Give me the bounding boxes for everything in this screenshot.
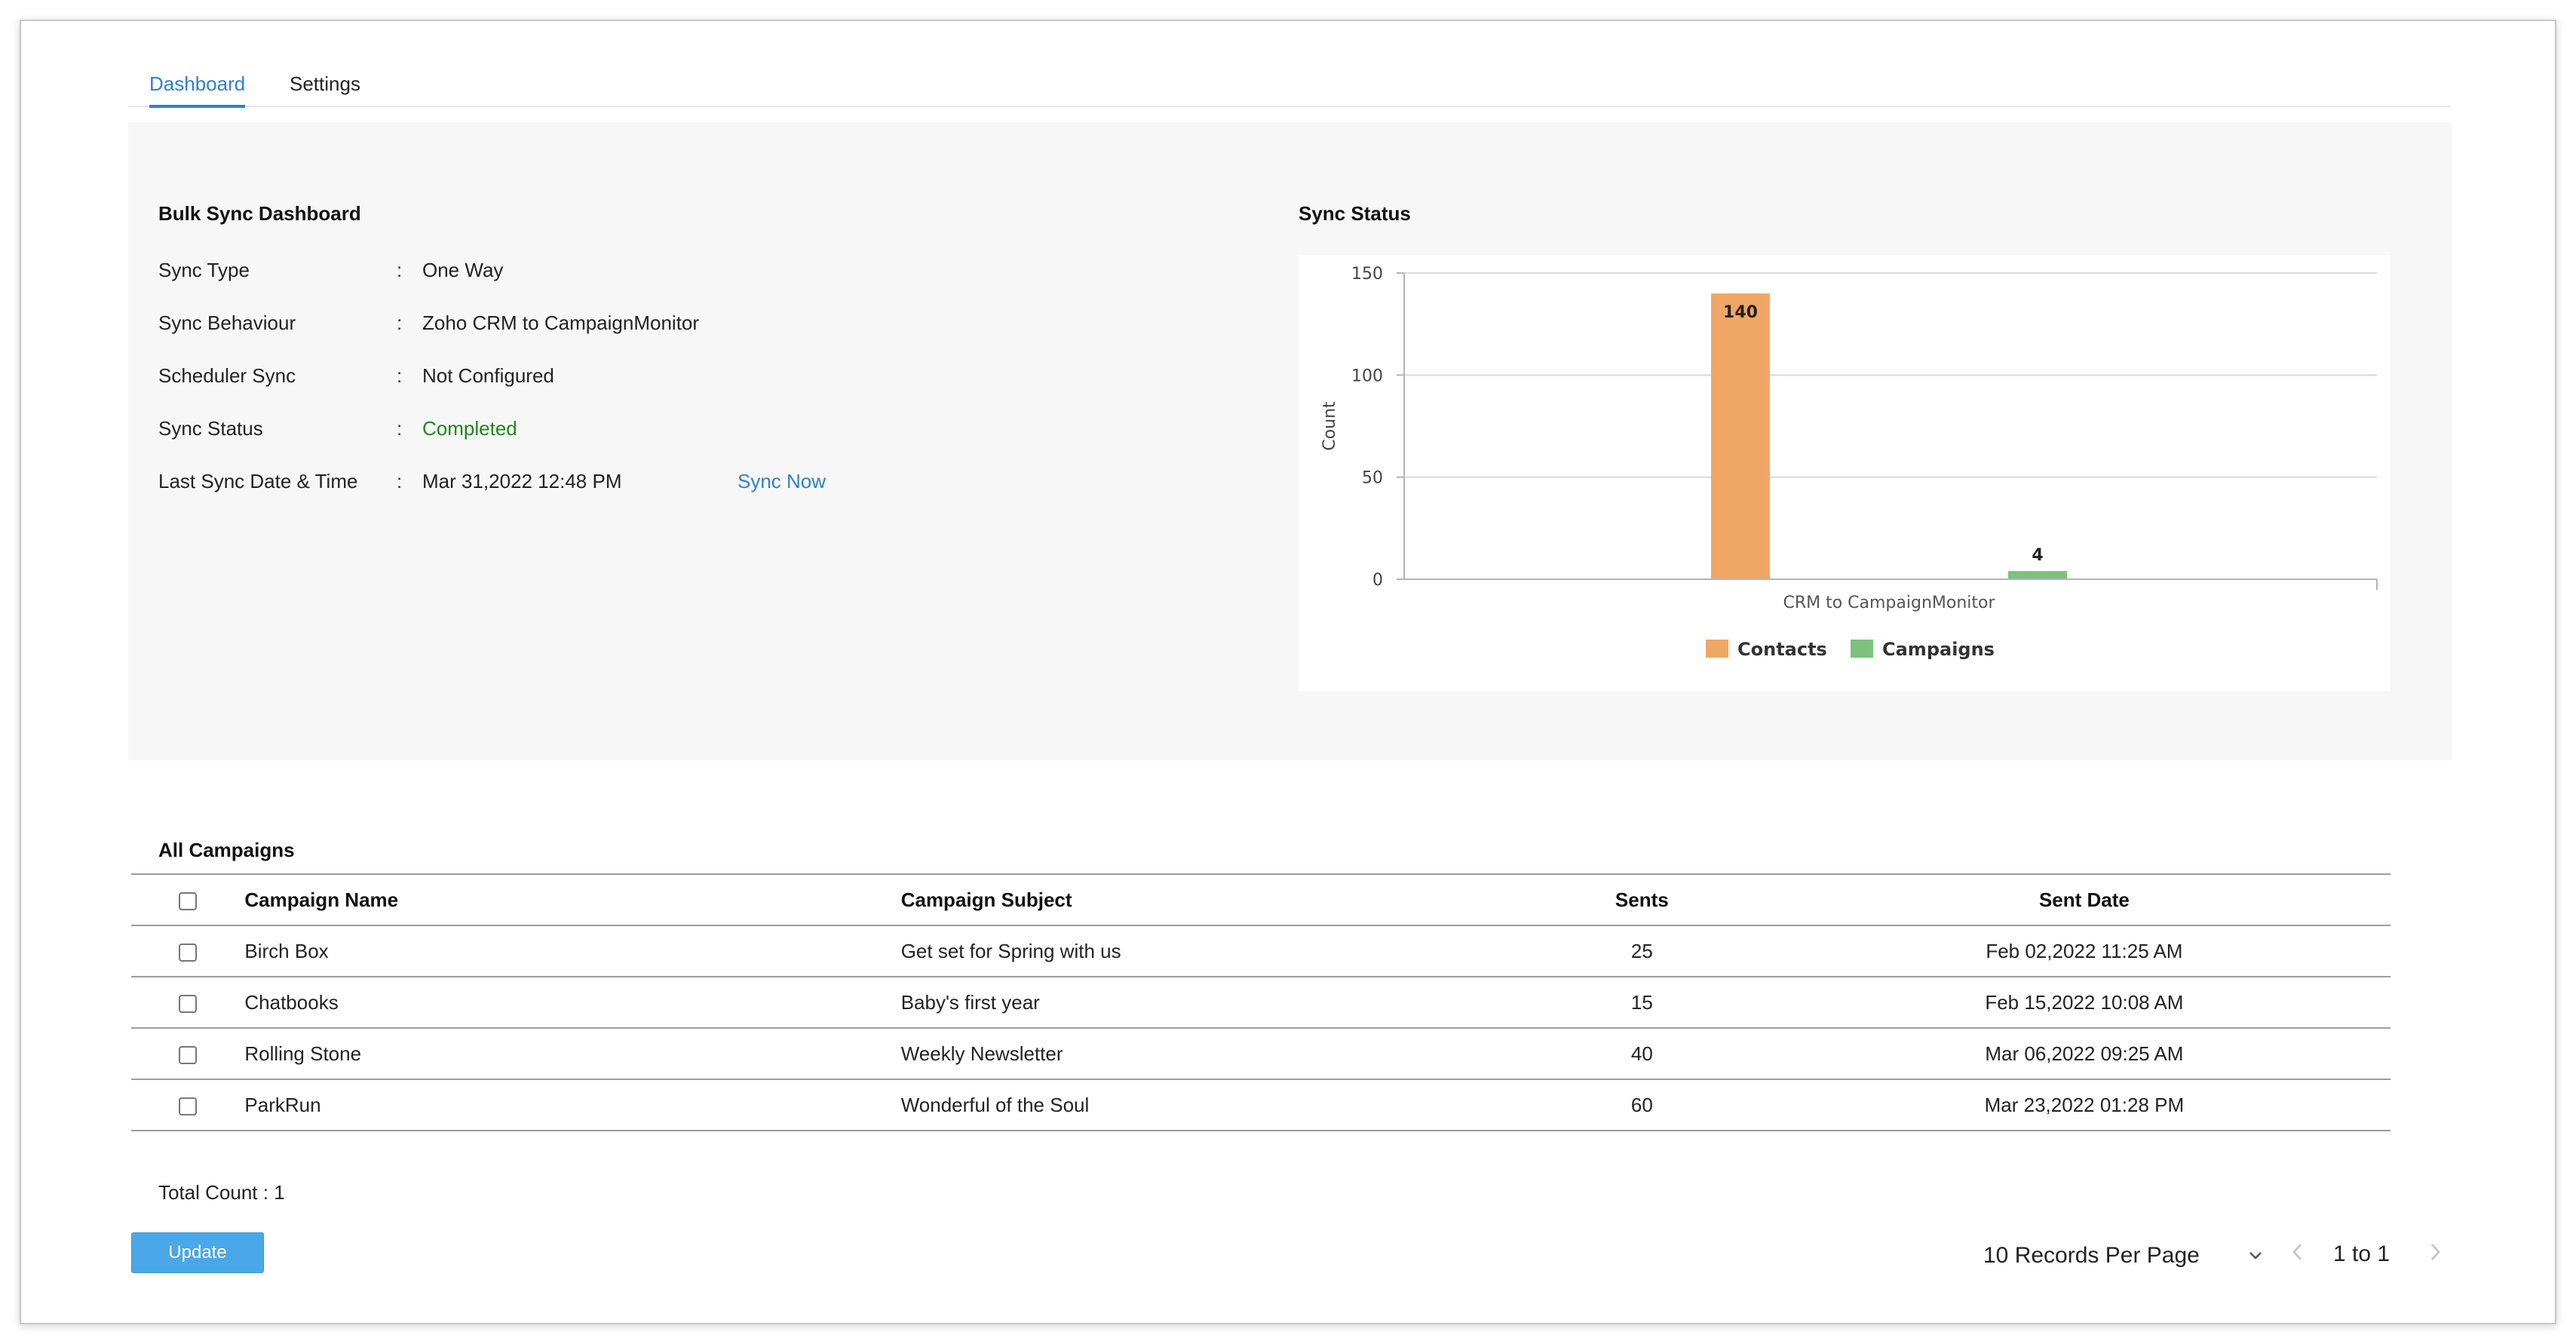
legend-swatch-campaigns (1851, 640, 1873, 658)
bulk-sync-dashboard-title: Bulk Sync Dashboard (158, 202, 361, 225)
dashboard-panel: Bulk Sync Dashboard Sync Type : One Way … (128, 122, 2452, 760)
tab-dashboard[interactable]: Dashboard (149, 72, 246, 108)
sync-status-row: Sync Status : Completed (158, 413, 517, 443)
all-campaigns-title: All Campaigns (158, 839, 295, 861)
records-per-page-select[interactable]: 10 Records Per Page (1983, 1243, 2200, 1268)
chevron-left-icon[interactable] (2288, 1240, 2308, 1270)
y-tick-label: 0 (1372, 571, 1383, 590)
column-header-campaign-name: Campaign Name (244, 888, 399, 911)
data-label-contacts: 140 (1723, 303, 1758, 322)
separator: : (397, 258, 403, 281)
scheduler-sync-value: Not Configured (422, 364, 554, 387)
sync-status-label: Sync Status (158, 416, 263, 440)
sent-date-cell: Mar 06,2022 09:25 AM (1985, 1042, 2184, 1065)
chevron-right-icon[interactable] (2425, 1240, 2445, 1270)
y-tick-label: 150 (1351, 265, 1383, 284)
separator: : (397, 364, 403, 387)
sent-date-cell: Mar 23,2022 01:28 PM (1984, 1093, 2185, 1116)
tab-bar: Dashboard Settings (128, 51, 2451, 108)
bar-contacts (1711, 293, 1770, 579)
table-row: Rolling Stone Weekly Newsletter 40 Mar 0… (131, 1028, 2390, 1079)
chevron-down-icon[interactable] (2246, 1243, 2265, 1271)
sync-status-chart: 0 50 100 150 140 4 Count CRM to CampaignMoni… (1299, 255, 2390, 691)
table-row: Birch Box Get set for Spring with us 25 … (131, 925, 2390, 977)
row-checkbox[interactable] (179, 994, 198, 1013)
campaign-name-cell: Chatbooks (244, 990, 339, 1014)
sync-behaviour-value: Zoho CRM to CampaignMonitor (422, 311, 700, 334)
column-header-sent-date: Sent Date (2038, 888, 2130, 911)
last-sync-value: Mar 31,2022 12:48 PM (422, 469, 622, 492)
sents-cell: 60 (1630, 1093, 1653, 1116)
separator: : (397, 469, 403, 492)
total-count: Total Count : 1 (158, 1181, 285, 1204)
table-row: Chatbooks Baby's first year 15 Feb 15,20… (131, 977, 2390, 1028)
sync-type-value: One Way (422, 258, 504, 281)
sync-type-label: Sync Type (158, 258, 250, 281)
column-header-campaign-subject: Campaign Subject (900, 888, 1072, 911)
row-checkbox[interactable] (179, 1097, 198, 1115)
sents-cell: 25 (1630, 939, 1653, 962)
campaign-subject-cell: Get set for Spring with us (900, 939, 1121, 962)
chart-svg: 0 50 100 150 140 4 Count CRM to CampaignMoni… (1320, 265, 2378, 660)
select-all-checkbox[interactable] (179, 891, 198, 910)
legend-label-campaigns: Campaigns (1882, 639, 1995, 660)
campaigns-table: Campaign Name Campaign Subject Sents Sen… (131, 873, 2390, 1131)
scheduler-sync-label: Scheduler Sync (158, 364, 296, 387)
update-button[interactable]: Update (131, 1232, 264, 1273)
separator: : (397, 311, 403, 334)
y-tick-label: 100 (1351, 367, 1383, 385)
sync-status-value: Completed (422, 416, 517, 440)
sync-behaviour-label: Sync Behaviour (158, 311, 296, 334)
sync-status-title: Sync Status (1299, 202, 1411, 225)
row-checkbox[interactable] (179, 1045, 198, 1064)
sents-cell: 40 (1630, 1042, 1653, 1065)
data-label-campaigns: 4 (2032, 546, 2043, 565)
last-sync-row: Last Sync Date & Time : Mar 31,2022 12:4… (158, 466, 988, 496)
campaign-name-cell: ParkRun (244, 1093, 321, 1116)
row-checkbox[interactable] (179, 943, 198, 962)
legend-label-contacts: Contacts (1737, 639, 1827, 660)
campaign-subject-cell: Weekly Newsletter (900, 1042, 1063, 1065)
campaign-subject-cell: Baby's first year (900, 990, 1040, 1014)
campaign-subject-cell: Wonderful of the Soul (900, 1093, 1090, 1116)
page-range: 1 to 1 (2333, 1241, 2390, 1266)
sync-type-row: Sync Type : One Way (158, 255, 503, 285)
table-row: ParkRun Wonderful of the Soul 60 Mar 23,… (131, 1079, 2390, 1131)
table-header-row: Campaign Name Campaign Subject Sents Sen… (131, 874, 2390, 925)
bar-campaigns (2008, 571, 2067, 579)
last-sync-label: Last Sync Date & Time (158, 469, 358, 492)
separator: : (397, 416, 403, 440)
sents-cell: 15 (1630, 990, 1653, 1014)
y-axis-label: Count (1320, 401, 1339, 451)
y-tick-label: 50 (1362, 469, 1383, 488)
column-header-sents: Sents (1615, 888, 1669, 911)
app-window: Dashboard Settings Bulk Sync Dashboard S… (20, 20, 2556, 1324)
sync-behaviour-row: Sync Behaviour : Zoho CRM to CampaignMon… (158, 308, 699, 338)
x-category-label: CRM to CampaignMonitor (1783, 594, 1995, 612)
sent-date-cell: Feb 15,2022 10:08 AM (1985, 990, 2184, 1014)
sync-now-link[interactable]: Sync Now (738, 469, 826, 492)
sent-date-cell: Feb 02,2022 11:25 AM (1986, 939, 2183, 962)
tab-settings[interactable]: Settings (290, 72, 360, 95)
campaign-name-cell: Rolling Stone (244, 1042, 362, 1065)
scheduler-sync-row: Scheduler Sync : Not Configured (158, 361, 554, 391)
legend-swatch-contacts (1706, 640, 1728, 658)
campaign-name-cell: Birch Box (244, 939, 329, 962)
